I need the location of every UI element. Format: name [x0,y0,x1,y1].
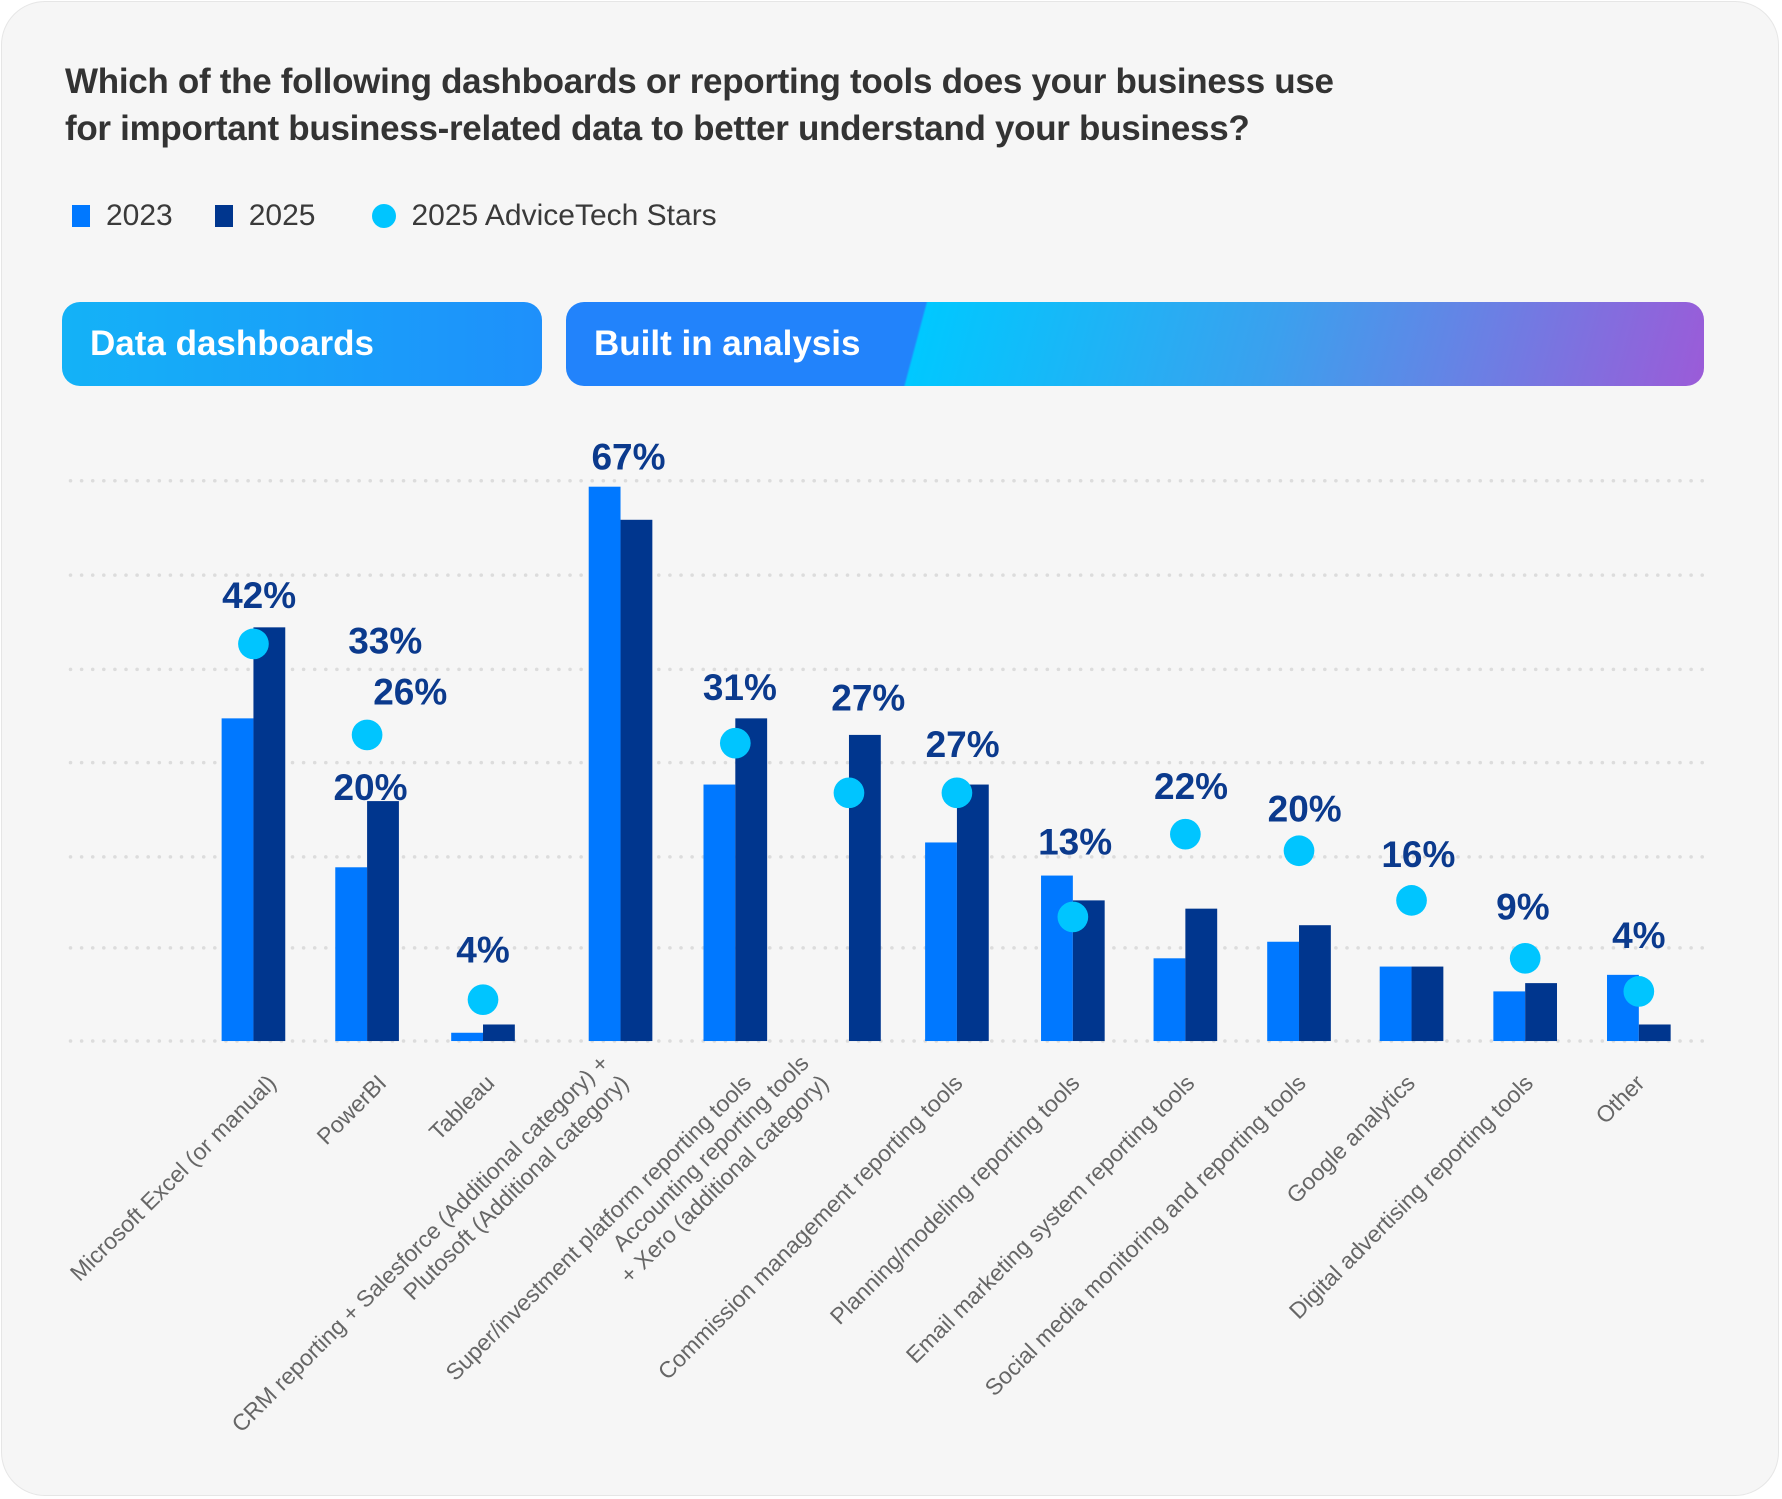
data-label: 33% [348,620,422,661]
legend-swatch-2023-icon [72,205,90,227]
bar-2025 [1299,925,1331,1042]
legend-label-2025: 2025 [248,199,316,232]
category-label-line: CRM reporting + Salesforce (Additional c… [226,1050,613,1437]
bar-2025 [483,1024,515,1042]
section-label-data-dashboards: Data dashboards [90,324,374,363]
bar-2023 [1041,875,1073,1042]
data-label: 9% [1496,886,1549,927]
bar-2025 [1411,966,1444,1042]
star-marker [238,628,269,660]
bar-2023 [1153,958,1186,1042]
bar-2025 [1185,908,1218,1042]
data-label: 67% [591,436,665,477]
bar-2025 [735,718,768,1042]
legend-swatch-stars-icon [371,204,396,228]
legend: 2023 2025 2025 AdviceTech Stars [72,199,759,233]
category-label: Microsoft Excel (or manual) [65,1070,281,1286]
star-marker [351,719,383,751]
category-label-line: Plutosoft (Additional category) [398,1070,633,1305]
category-label: Other [1590,1069,1649,1128]
star-marker [1509,942,1541,974]
bar-2023 [1267,941,1300,1042]
data-label: 31% [703,667,777,708]
bar-2023 [925,842,957,1042]
data-label: 27% [831,677,905,718]
bar-2025 [620,519,653,1042]
legend-label-stars: 2025 AdviceTech Stars [411,199,717,232]
bar-2023 [451,1032,484,1042]
data-label: 13% [1038,822,1112,863]
chart-title-line-1: Which of the following dashboards or rep… [65,62,1334,101]
bar-2023 [703,784,736,1042]
legend-swatch-2025-icon [214,205,233,227]
bar-2023 [1493,991,1526,1042]
data-label: 27% [926,724,1000,765]
star-markers [238,628,1655,1016]
gridlines [68,478,1707,1043]
data-label: 4% [456,930,509,971]
data-label: 20% [333,767,407,808]
section-header-built-in-analysis: Built in analysis [566,302,1704,386]
category-label-line: Other [1590,1069,1649,1128]
category-label: Tableau [424,1070,499,1145]
legend-item-stars: 2025 AdviceTech Stars [371,199,717,233]
legend-label-2023: 2023 [106,199,173,232]
star-marker [1283,835,1315,867]
data-label: 26% [373,672,447,713]
data-label: 20% [1268,789,1342,830]
category-label-line: Accounting reporting tools [607,1050,813,1256]
data-labels: 42% 33% 26% 20% 4% 67% 31% 27% 27% 13% 22% 20% 16% 9%… [222,436,1665,970]
bar-2023 [1379,966,1412,1042]
bar-2025 [956,784,989,1042]
bars [221,486,1671,1042]
star-marker [1623,976,1655,1007]
star-marker [1170,818,1201,850]
star-marker [467,984,499,1016]
category-label-line: Tableau [424,1070,499,1145]
star-marker [1396,885,1427,916]
bar-2023 [221,718,254,1042]
category-label: Digital advertising reporting tools [1284,1070,1538,1324]
star-marker [1057,901,1089,933]
star-marker [833,777,865,809]
bar-2023 [335,867,368,1042]
legend-item-2025: 2025 [214,199,316,233]
category-label-line: Planning/modeling reporting tools [825,1070,1085,1330]
chart-title: Which of the following dashboards or rep… [65,58,1465,152]
bar-2025 [1638,1024,1671,1042]
category-labels: Microsoft Excel (or manual) PowerBI Tablea… [65,1050,1650,1437]
data-label: 16% [1381,834,1455,875]
category-label-line: Digital advertising reporting tools [1284,1070,1538,1324]
bar-2025 [253,627,286,1042]
data-label: 4% [1612,915,1665,956]
legend-item-2023: 2023 [72,199,173,233]
bar-2025 [367,801,399,1042]
section-header-data-dashboards: Data dashboards [62,302,542,386]
chart-title-line-2: for important business-related data to b… [65,109,1250,148]
star-marker [719,727,751,759]
category-label-line: PowerBI [311,1070,391,1150]
section-label-built-in-analysis: Built in analysis [594,324,861,363]
bar-2023 [588,486,621,1042]
category-label: PowerBI [311,1070,391,1150]
data-label: 22% [1154,766,1228,807]
bar-2025 [1525,983,1558,1042]
category-label-line: Microsoft Excel (or manual) [65,1070,281,1286]
star-marker [941,777,973,809]
category-label: Planning/modeling reporting tools [825,1070,1085,1330]
data-label: 42% [222,575,296,616]
